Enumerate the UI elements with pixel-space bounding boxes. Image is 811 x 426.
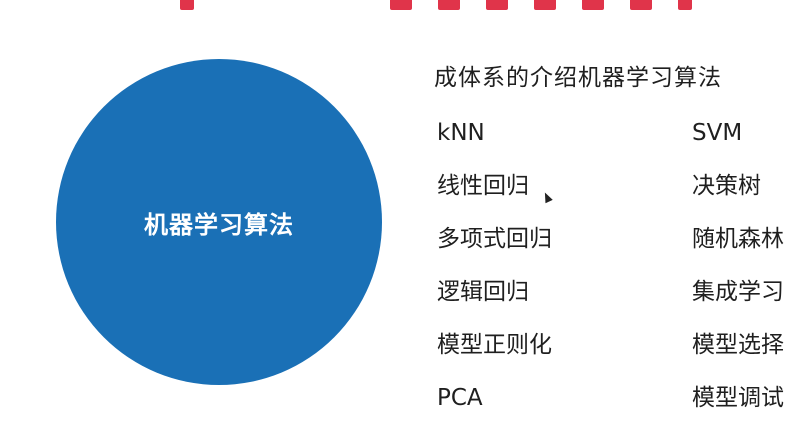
list-item: PCA	[437, 385, 483, 411]
topic-circle: 机器学习算法	[56, 59, 382, 385]
list-item: 决策树	[692, 173, 761, 199]
list-item: 集成学习	[692, 279, 784, 305]
algorithm-list-right: SVM 决策树 随机森林 集成学习 模型选择 模型调试	[692, 113, 784, 426]
list-item: SVM	[692, 120, 743, 146]
cropped-title-strip	[180, 0, 692, 10]
list-item: 模型正则化	[437, 332, 552, 358]
list-item: 线性回归	[437, 173, 529, 199]
subtitle: 成体系的介绍机器学习算法	[434, 65, 722, 91]
list-item: 多项式回归	[437, 226, 552, 252]
circle-label: 机器学习算法	[144, 210, 294, 239]
list-item: 逻辑回归	[437, 279, 529, 305]
list-item: 模型选择	[692, 332, 784, 358]
list-item: 模型调试	[692, 385, 784, 411]
list-item: kNN	[437, 120, 485, 146]
list-item: 随机森林	[692, 226, 784, 252]
algorithm-list-left: kNN 线性回归 多项式回归 逻辑回归 模型正则化 PCA	[437, 113, 552, 426]
